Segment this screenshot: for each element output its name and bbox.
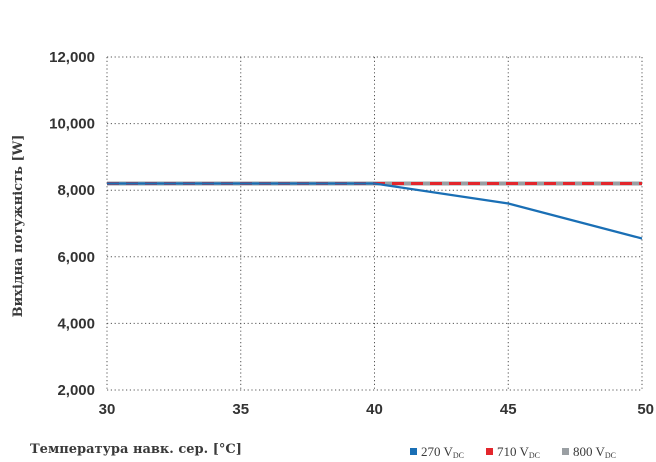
x-tick-label: 45	[500, 401, 517, 418]
y-tick-label: 4,000	[57, 315, 95, 332]
grid	[107, 56, 643, 391]
y-tick-label: 2,000	[57, 382, 95, 399]
legend-swatch	[562, 448, 569, 455]
x-axis-title: Температура навк. сер. [°C]	[30, 442, 242, 457]
y-tick-label: 8,000	[57, 182, 95, 199]
y-axis-title: Вихідна потужність [W]	[11, 135, 26, 318]
series-line-0	[107, 182, 643, 240]
x-tick-label: 40	[366, 401, 383, 418]
y-tick-label: 6,000	[57, 249, 95, 266]
legend-label: 710 VDC	[497, 444, 540, 460]
x-tick-label: 35	[232, 401, 249, 418]
series-group	[107, 181, 643, 240]
tick-labels: 2,000 4,000 6,000 8,000 10,000 12,000 30 35 40 45…	[49, 49, 654, 418]
legend-label: 270 VDC	[421, 444, 464, 460]
y-tick-label: 10,000	[49, 116, 95, 133]
x-tick-label: 50	[637, 401, 654, 418]
legend-swatch	[410, 448, 417, 455]
legend-swatch	[486, 448, 493, 455]
legend: 270 VDC 710 VDC 800 VDC	[410, 444, 616, 460]
legend-label: 800 VDC	[573, 444, 616, 460]
x-tick-label: 30	[99, 401, 116, 418]
y-tick-label: 12,000	[49, 49, 95, 66]
